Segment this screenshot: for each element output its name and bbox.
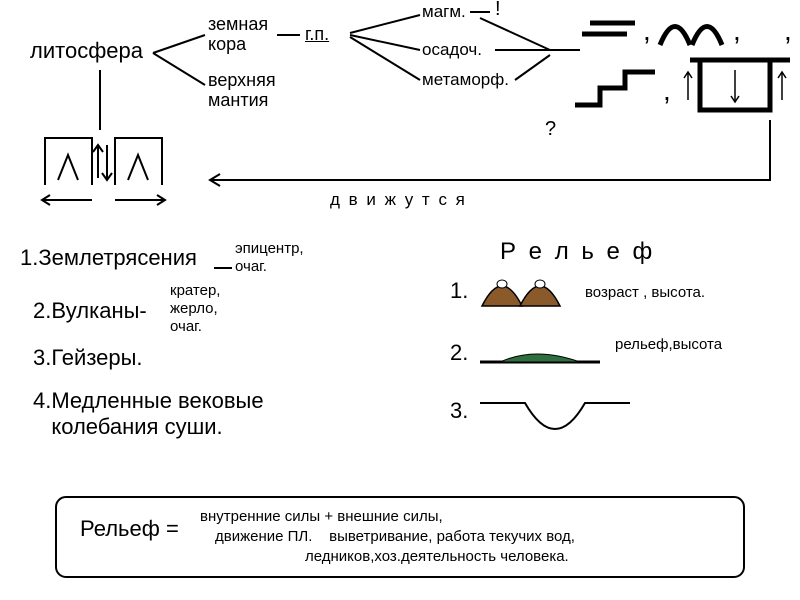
label-question: ? bbox=[545, 118, 556, 141]
label-moves: д в и ж у т с я bbox=[330, 190, 467, 210]
island-icon bbox=[480, 340, 600, 368]
svg-text:,: , bbox=[663, 75, 671, 106]
formula-line2: движение ПЛ. выветривание, работа текучи… bbox=[215, 528, 575, 545]
formula-line3: ледников,хоз.деятельность человека. bbox=[305, 548, 569, 565]
label-excl: ! bbox=[495, 0, 501, 21]
label-magm: магм. bbox=[422, 2, 466, 22]
mountains-icon bbox=[480, 270, 570, 308]
list-1b: очаг. bbox=[235, 258, 267, 275]
relief-n3: 3. bbox=[450, 398, 468, 424]
list-1: 1.Землетрясения bbox=[20, 245, 197, 271]
label-lithosphere: литосфера bbox=[30, 38, 143, 64]
list-2b: жерло, bbox=[170, 300, 218, 317]
formula-lhs: Рельеф = bbox=[80, 516, 179, 542]
svg-text:,: , bbox=[733, 15, 741, 46]
label-gp: г.п. bbox=[305, 24, 329, 45]
label-crust: земная кора bbox=[208, 14, 268, 54]
list-2a: кратер, bbox=[170, 282, 220, 299]
list-2c: очаг. bbox=[170, 318, 202, 335]
svg-text:,: , bbox=[784, 15, 792, 46]
list-2: 2.Вулканы- bbox=[33, 298, 147, 324]
relief-n2: 2. bbox=[450, 340, 468, 366]
top-diagram: , , , , bbox=[0, 0, 800, 215]
list-1a: эпицентр, bbox=[235, 240, 304, 257]
relief-title: Р е л ь е ф bbox=[500, 238, 655, 266]
svg-text:,: , bbox=[643, 15, 651, 46]
trench-icon bbox=[480, 395, 630, 450]
relief-n1: 1. bbox=[450, 278, 468, 304]
relief-r2: рельеф,высота bbox=[615, 336, 722, 353]
label-metam: метаморф. bbox=[422, 70, 509, 90]
relief-r1: возраст , высота. bbox=[585, 284, 705, 301]
list-3: 3.Гейзеры. bbox=[33, 345, 143, 371]
list-4: 4.Медленные вековые колебания суши. bbox=[33, 388, 264, 440]
label-mantle: верхняя мантия bbox=[208, 70, 276, 110]
label-sedim: осадоч. bbox=[422, 40, 482, 60]
formula-line1: внутренние силы + внешние силы, bbox=[200, 508, 443, 525]
